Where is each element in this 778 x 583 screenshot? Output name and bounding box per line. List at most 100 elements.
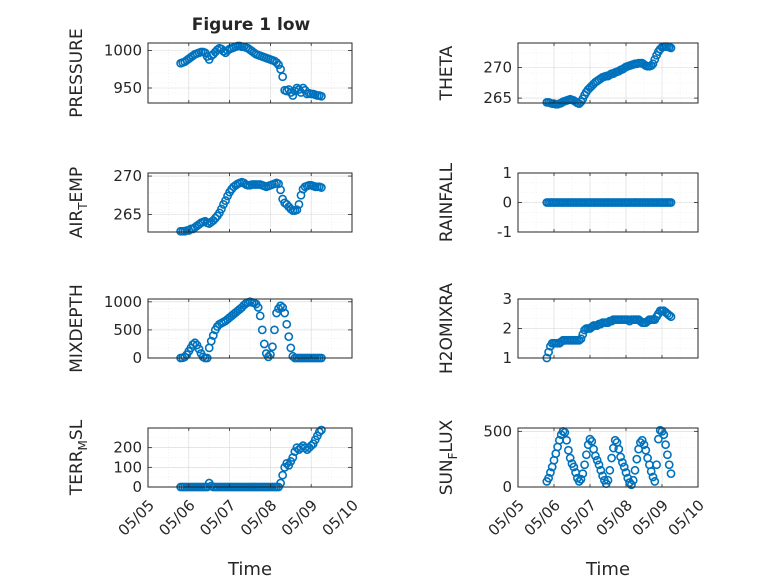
data-point [206,336,216,346]
subplot-h2omixra: 1 2 3 H2OMIXRA [437,283,699,374]
y-tick-label: 1 [502,164,512,182]
data-point [259,339,269,349]
data-point [263,352,273,362]
y-tick-label: 500 [113,321,142,339]
y-tick-label: 3 [502,290,512,308]
data-point [576,474,586,484]
subplot-pressure: 950 1000 PRESSURE [67,28,353,118]
y-tick-label: 0 [132,349,142,367]
data-point [650,55,660,64]
data-point [286,204,296,214]
data-point [278,470,288,480]
axes-box [147,427,353,488]
data-point [616,452,625,462]
y-axis-label: PRESSURE [67,28,87,117]
x-tick-label: 05/06 [155,496,198,539]
data-point [562,435,571,445]
data-point [664,310,674,320]
data-point [666,469,676,479]
data-point [268,342,277,352]
data-point [632,454,642,464]
data-point [654,434,663,444]
x-tick-label: 05/06 [521,496,564,539]
data-point [598,471,607,481]
data-point [641,445,651,455]
y-axis-label: TERRMSL [67,419,90,496]
data-point [637,435,647,445]
data-point [666,198,676,207]
data-point [587,436,597,446]
x-tick-label: 05/07 [557,496,600,539]
x-tick-label: 05/05 [115,496,158,539]
x-tick-label: 05/10 [319,496,362,539]
data-point [282,319,292,329]
y-axis-label: THETA [437,45,457,101]
data-point [188,340,198,349]
y-tick-label: 950 [113,79,142,97]
data-point [316,91,326,101]
data-point [560,428,570,437]
data-point [208,331,218,340]
data-point [619,462,629,472]
data-point [646,467,656,476]
data-point [282,86,292,96]
data-point [630,465,640,475]
data-point [284,332,294,342]
data-point [292,205,302,215]
data-point [210,213,220,223]
data-point [294,200,304,209]
data-point [272,308,281,318]
data-point [180,352,190,362]
data-point [276,185,285,195]
data-point [666,43,676,53]
data-point [650,477,660,486]
data-point [663,450,672,460]
data-point [274,60,283,70]
x-axis-label: Time [585,559,630,580]
data-point [621,468,631,477]
axes-box [147,298,353,359]
data-point [605,465,615,475]
y-axis-label: RAINFALL [437,162,457,242]
data-point [221,196,230,205]
y-tick-label: 0 [502,194,512,212]
y-tick-label: 0 [502,478,512,496]
x-tick-label: 05/08 [593,496,636,539]
data-point [591,451,600,461]
data-point [276,301,285,311]
data-point [286,343,296,353]
data-point [564,445,573,455]
data-point [544,473,553,483]
y-tick-label: 1000 [104,293,142,311]
axes-box [517,42,699,104]
x-axis-label: Time [227,559,272,580]
data-point [272,58,281,67]
data-point [569,462,579,472]
y-tick-label: 270 [113,167,142,185]
axes-box [517,427,699,488]
y-tick-label: 500 [483,422,512,440]
data-point [603,475,613,485]
x-tick-label: 05/09 [278,496,321,539]
data-point [623,473,633,483]
subplot-theta: 265 270 THETA [437,42,699,109]
data-point [257,325,267,335]
data-point [628,475,638,485]
data-point [614,444,624,454]
data-point [610,435,620,445]
data-point [270,325,279,335]
data-point [190,338,200,348]
data-point [661,440,670,450]
axes-box [147,42,353,104]
data-point [288,91,298,100]
data-point [652,460,661,470]
data-point [596,465,606,475]
x-tick-label: 05/07 [196,496,239,539]
data-point [306,441,316,451]
data-point [594,460,604,470]
subplot-mixdepth: 0 500 1000 MIXDEPTH [67,284,353,373]
